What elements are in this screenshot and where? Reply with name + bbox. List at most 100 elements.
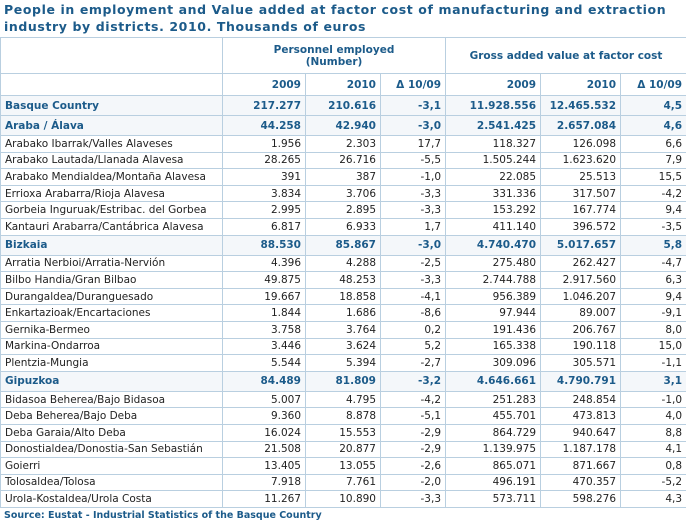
row-label: Arabako Lautada/Llanada Alavesa bbox=[0, 151, 223, 170]
cell: -1,0 bbox=[379, 168, 447, 186]
cell: -2,9 bbox=[379, 440, 447, 459]
cell: 15,5 bbox=[620, 168, 686, 186]
cell: 153.292 bbox=[445, 201, 542, 219]
cell: 1.187.178 bbox=[540, 440, 622, 459]
table-row: Goierri 13.405 13.055 -2,6 865.071 871.667 0,8 bbox=[0, 457, 686, 475]
cell: 2.657.084 bbox=[540, 115, 622, 136]
cell: 191.436 bbox=[445, 320, 542, 339]
cell: 391 bbox=[222, 168, 306, 186]
group-header: Personnel employed (Number) bbox=[221, 37, 447, 74]
cell: 217.277 bbox=[222, 95, 306, 116]
cell: 26.716 bbox=[305, 151, 381, 170]
table-row: Kantauri Arabarra/Cantábrica Alavesa 6.81… bbox=[0, 217, 686, 236]
cell: 6,6 bbox=[620, 135, 686, 153]
sub-header: 2010 bbox=[540, 73, 622, 96]
row-label: Plentzia-Mungia bbox=[0, 354, 223, 372]
row-label: Gernika-Bermeo bbox=[0, 320, 223, 339]
cell: 1.505.244 bbox=[445, 151, 542, 170]
cell: 956.389 bbox=[445, 287, 542, 306]
row-label: Bilbo Handia/Gran Bilbao bbox=[0, 271, 223, 289]
cell: 7.918 bbox=[222, 473, 306, 492]
cell: 81.809 bbox=[305, 370, 381, 392]
row-label: Durangaldea/Duranguesado bbox=[0, 287, 223, 306]
cell: 20.877 bbox=[305, 440, 381, 459]
cell: 13.405 bbox=[222, 457, 306, 475]
row-label: Deba Beherea/Bajo Deba bbox=[0, 407, 223, 425]
cell: 206.767 bbox=[540, 320, 622, 339]
cell: 3,1 bbox=[620, 370, 686, 392]
sub-header: 2009 bbox=[445, 73, 542, 96]
cell: 1.623.620 bbox=[540, 151, 622, 170]
table-row: Bizkaia 88.530 85.867 -3,0 4.740.470 5.017.65… bbox=[0, 234, 686, 256]
cell: -2,0 bbox=[379, 473, 447, 492]
cell: 126.098 bbox=[540, 135, 622, 153]
cell: 19.667 bbox=[222, 287, 306, 306]
cell: 1.139.975 bbox=[445, 440, 542, 459]
row-label: Arabako Ibarrak/Valles Alaveses bbox=[0, 135, 223, 153]
cell: 17,7 bbox=[379, 135, 447, 153]
cell: 13.055 bbox=[305, 457, 381, 475]
cell: 317.507 bbox=[540, 184, 622, 203]
table-row: Gernika-Bermeo 3.758 3.764 0,2 191.436 206.76… bbox=[0, 320, 686, 339]
corner bbox=[0, 37, 223, 74]
cell: 4.790.791 bbox=[540, 370, 622, 392]
cell: 167.774 bbox=[540, 201, 622, 219]
cell: -3,5 bbox=[620, 217, 686, 236]
sub-header: 2010 bbox=[305, 73, 381, 96]
row-label: Goierri bbox=[0, 457, 223, 475]
row-label: Deba Garaia/Alto Deba bbox=[0, 423, 223, 442]
group-header: Gross added value at factor cost bbox=[445, 37, 686, 74]
cell: 18.858 bbox=[305, 287, 381, 306]
cell: 97.944 bbox=[445, 304, 542, 322]
cell: 7,9 bbox=[620, 151, 686, 170]
cell: 2.995 bbox=[222, 201, 306, 219]
table-row: Enkartazioak/Encartaciones 1.844 1.686 -8,6… bbox=[0, 304, 686, 322]
cell: 865.071 bbox=[445, 457, 542, 475]
cell: 4,3 bbox=[620, 490, 686, 508]
cell: -3,1 bbox=[379, 95, 447, 116]
table-row: Deba Garaia/Alto Deba 16.024 15.553 -2,9 864… bbox=[0, 423, 686, 442]
cell: 4.288 bbox=[305, 254, 381, 273]
table-row: Bilbo Handia/Gran Bilbao 49.875 48.253 -3,3… bbox=[0, 271, 686, 289]
cell: 10.890 bbox=[305, 490, 381, 508]
cell: 3.758 bbox=[222, 320, 306, 339]
cell: -5,5 bbox=[379, 151, 447, 170]
table-row: Deba Beherea/Bajo Deba 9.360 8.878 -5,1 455.… bbox=[0, 407, 686, 425]
cell: 21.508 bbox=[222, 440, 306, 459]
table-row: Arratia Nerbioi/Arratia-Nervión 4.396 4.28… bbox=[0, 254, 686, 273]
cell: 305.571 bbox=[540, 354, 622, 372]
cell: -4,2 bbox=[379, 390, 447, 409]
cell: 6.933 bbox=[305, 217, 381, 236]
cell: -1,0 bbox=[620, 390, 686, 409]
cell: 210.616 bbox=[305, 95, 381, 116]
cell: -3,0 bbox=[379, 115, 447, 136]
cell: -3,3 bbox=[379, 201, 447, 219]
cell: 84.489 bbox=[222, 370, 306, 392]
cell: 6,3 bbox=[620, 271, 686, 289]
cell: 0,2 bbox=[379, 320, 447, 339]
cell: 11.928.556 bbox=[445, 95, 542, 116]
cell: 387 bbox=[305, 168, 381, 186]
cell: 396.572 bbox=[540, 217, 622, 236]
cell: 940.647 bbox=[540, 423, 622, 442]
cell: 28.265 bbox=[222, 151, 306, 170]
cell: 49.875 bbox=[222, 271, 306, 289]
cell: 1,7 bbox=[379, 217, 447, 236]
row-label: Bizkaia bbox=[0, 234, 223, 256]
cell: 473.813 bbox=[540, 407, 622, 425]
cell: 8.878 bbox=[305, 407, 381, 425]
cell: 9.360 bbox=[222, 407, 306, 425]
table-row: Arabako Ibarrak/Valles Alaveses 1.956 2.30… bbox=[0, 135, 686, 153]
cell: 3.764 bbox=[305, 320, 381, 339]
cell: -3,3 bbox=[379, 184, 447, 203]
source: Source: Eustat - Industrial Statistics o… bbox=[4, 510, 322, 521]
cell: -2,6 bbox=[379, 457, 447, 475]
cell: 15.553 bbox=[305, 423, 381, 442]
sub-header: 2009 bbox=[222, 73, 306, 96]
cell: -8,6 bbox=[379, 304, 447, 322]
table-row: Gipuzkoa 84.489 81.809 -3,2 4.646.661 4.790.7… bbox=[0, 370, 686, 392]
table-row: Araba / Álava 44.258 42.940 -3,0 2.541.425 2.… bbox=[0, 115, 686, 136]
row-label: Tolosaldea/Tolosa bbox=[0, 473, 223, 492]
cell: 0,8 bbox=[620, 457, 686, 475]
cell: -3,2 bbox=[379, 370, 447, 392]
